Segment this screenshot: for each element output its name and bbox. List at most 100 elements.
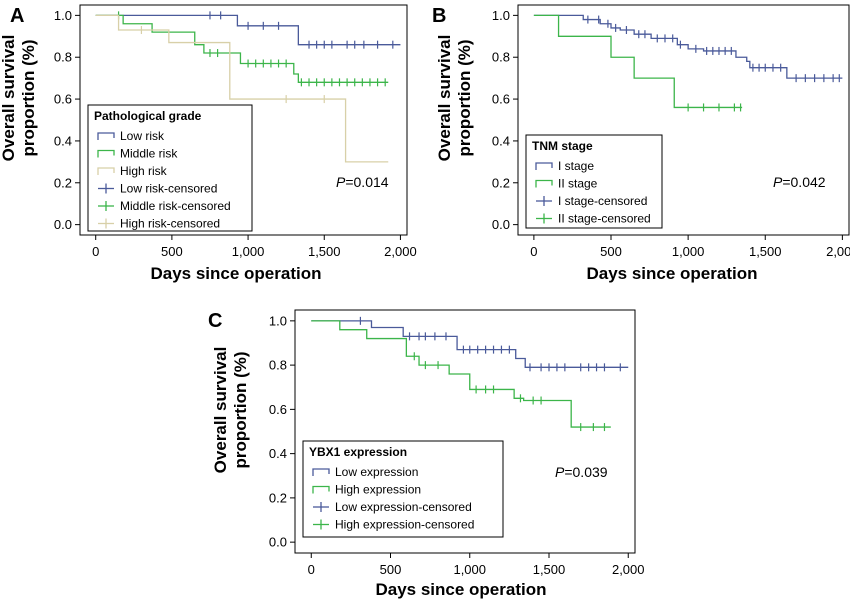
legend-step-swatch <box>97 167 115 175</box>
x-tick-label: 0 <box>308 562 315 577</box>
legend-title: TNM stage <box>532 139 593 153</box>
legend-item-label: Low expression <box>335 465 418 479</box>
panel-label: A <box>10 5 24 27</box>
x-tick-label: 1,500 <box>749 244 782 259</box>
x-axis-label: Days since operation <box>150 264 321 283</box>
x-tick-label: 1,500 <box>533 562 566 577</box>
p-value-number: =0.042 <box>782 174 825 190</box>
x-tick-label: 1,000 <box>232 244 265 259</box>
legend-box <box>302 440 504 538</box>
survival-curve <box>311 320 611 428</box>
x-tick-label: 2,000 <box>384 244 417 259</box>
p-value-number: =0.039 <box>564 464 607 480</box>
x-tick-label: 500 <box>380 562 402 577</box>
y-tick-label: 0.4 <box>269 446 287 461</box>
legend-title: YBX1 expression <box>309 445 407 459</box>
survival-curve <box>95 14 401 46</box>
panel-label: B <box>432 5 446 27</box>
y-tick-label: 0.4 <box>54 133 72 148</box>
y-tick-label: 0.6 <box>492 92 510 107</box>
legend-item-label: I stage-censored <box>558 194 647 208</box>
legend-item-label: Low risk-censored <box>120 182 217 196</box>
legend-title: Pathological grade <box>94 109 202 123</box>
p-value: P=0.039 <box>555 464 608 480</box>
series-low-risk <box>95 11 401 49</box>
survival-curve <box>95 14 389 83</box>
p-value: P=0.042 <box>773 174 826 190</box>
y-tick-label: 0.2 <box>492 175 510 190</box>
y-tick-label: 0.6 <box>54 92 72 107</box>
legend-step-swatch <box>312 485 330 494</box>
panel-b: B 0.0 0.2 0.4 0.6 0.8 1.0 0 500 1,000 1,500 2,000 Da… <box>432 4 850 283</box>
p-symbol: P <box>555 464 565 480</box>
p-value-number: =0.014 <box>345 174 388 190</box>
y-tick-label: 0.6 <box>269 402 287 417</box>
y-tick-label: 0.2 <box>269 490 287 505</box>
legend-item-label: Middle risk <box>120 147 178 161</box>
x-tick-label: 2,000 <box>826 244 850 259</box>
legend-item-label: High expression <box>335 483 421 497</box>
survival-curve <box>533 14 843 79</box>
legend: YBX1 expression Low expression High expres… <box>302 440 504 538</box>
series-i-stage <box>533 14 843 83</box>
legend-item-label: Middle risk-censored <box>120 199 231 213</box>
x-tick-label: 500 <box>161 244 183 259</box>
legend-item-label: High risk-censored <box>120 217 220 231</box>
legend-item-label: High risk <box>120 164 168 178</box>
legend-step-swatch <box>312 468 330 476</box>
plot-frame <box>79 4 408 236</box>
y-tick-label: 0.4 <box>492 133 510 148</box>
x-tick-label: 500 <box>600 244 622 259</box>
series-high-expression <box>311 320 611 432</box>
x-tick-label: 0 <box>530 244 537 259</box>
legend: TNM stage I stage II stage I stage-censored… <box>525 134 663 229</box>
x-axis-label: Days since operation <box>586 264 757 283</box>
series-ii-stage <box>533 14 743 112</box>
series-middle-risk <box>95 11 389 87</box>
y-tick-label: 0.2 <box>54 175 72 190</box>
series-low-expression <box>311 316 629 372</box>
survival-curve <box>95 14 389 163</box>
y-axis-label-line: Overall survival <box>211 347 230 474</box>
x-tick-label: 1,000 <box>672 244 705 259</box>
y-axis-label-line: Overall survival <box>435 35 454 162</box>
legend-box <box>525 134 663 229</box>
y-tick-label: 0.0 <box>54 217 72 232</box>
y-tick-label: 0.8 <box>269 358 287 373</box>
survival-curve <box>533 14 743 109</box>
x-tick-label: 1,500 <box>308 244 341 259</box>
p-value: P=0.014 <box>336 174 389 190</box>
legend-item-label: II stage <box>558 177 598 191</box>
x-tick-label: 2,000 <box>612 562 645 577</box>
plot-frame <box>294 309 636 554</box>
y-axis-label-line: proportion (%) <box>19 39 38 156</box>
legend-item-label: High expression-censored <box>335 518 474 532</box>
legend-step-swatch <box>535 162 553 170</box>
panel-a: A 0.0 0.2 0.4 0.6 0.8 1.0 0 500 1,000 1,500 2,000 Da… <box>0 4 417 283</box>
y-axis-label-line: proportion (%) <box>455 39 474 156</box>
legend-step-swatch <box>97 149 115 158</box>
survival-curve <box>311 320 629 368</box>
panel-label: C <box>208 310 222 332</box>
y-tick-label: 0.0 <box>269 535 287 550</box>
y-tick-label: 1.0 <box>492 8 510 23</box>
legend-item-label: II stage-censored <box>558 212 651 226</box>
x-tick-label: 1,000 <box>453 562 486 577</box>
y-axis-label: Overall survivalproportion (%) <box>0 35 38 162</box>
legend: Pathological grade Low risk Middle risk Hig… <box>87 104 253 232</box>
legend-item-label: Low risk <box>120 129 165 143</box>
panel-c: C 0.0 0.2 0.4 0.6 0.8 1.0 0 500 1,000 1,500 2,000 Da… <box>208 309 645 599</box>
x-tick-label: 0 <box>92 244 99 259</box>
p-symbol: P <box>336 174 346 190</box>
y-tick-label: 0.8 <box>54 50 72 65</box>
y-axis-label: Overall survivalproportion (%) <box>211 347 250 474</box>
y-tick-label: 1.0 <box>54 8 72 23</box>
x-axis-label: Days since operation <box>375 580 546 599</box>
series-high-risk <box>95 14 389 163</box>
legend-item-label: Low expression-censored <box>335 500 472 514</box>
y-axis-label-line: proportion (%) <box>231 351 250 468</box>
legend-step-swatch <box>97 132 115 140</box>
y-tick-label: 0.0 <box>492 217 510 232</box>
plot-frame <box>517 4 850 236</box>
